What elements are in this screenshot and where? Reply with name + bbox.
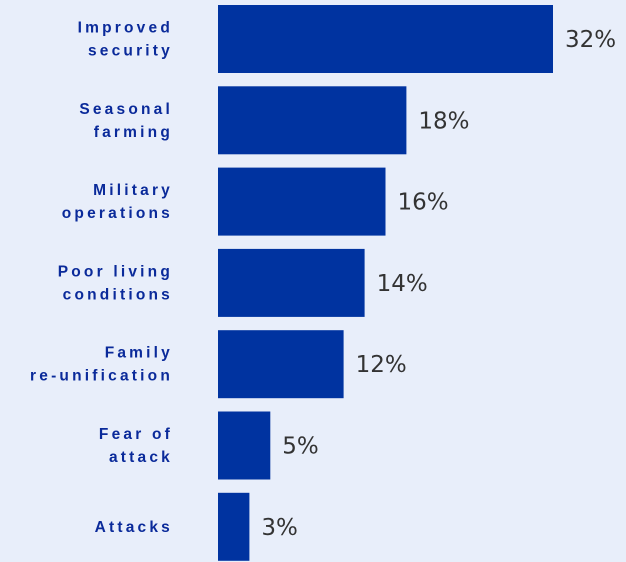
bar-2	[218, 167, 386, 236]
category-label-line: Poor living	[58, 263, 173, 280]
bar-1	[218, 86, 407, 155]
category-label-3: Poor living conditions	[58, 263, 173, 303]
category-label-line: Attacks	[95, 519, 173, 536]
category-label-line: security	[88, 43, 173, 60]
category-label-line: attack	[109, 449, 173, 466]
category-label-line: farming	[94, 124, 173, 141]
value-label-6: 3%	[261, 515, 298, 541]
bar-5	[218, 411, 271, 480]
bar-3	[218, 248, 365, 317]
category-label-6: Attacks	[95, 519, 173, 536]
bar-6	[218, 492, 250, 561]
value-label-2: 16%	[398, 190, 449, 216]
value-label-1: 18%	[418, 108, 469, 134]
category-label-line: Fear of	[99, 426, 173, 443]
category-label-2: Military operations	[62, 182, 173, 222]
value-label-0: 32%	[565, 27, 616, 53]
value-label-5: 5%	[282, 434, 319, 460]
category-label-line: Family	[105, 345, 173, 362]
bar-4	[218, 330, 344, 399]
category-label-line: Seasonal	[79, 101, 173, 118]
category-label-line: re-unification	[30, 368, 173, 385]
category-label-line: Improved	[78, 20, 173, 37]
category-label-line: conditions	[63, 286, 173, 303]
value-label-3: 14%	[377, 271, 428, 297]
category-label-0: Improved security	[78, 20, 173, 60]
category-label-5: Fear of attack	[99, 426, 173, 466]
value-label-4: 12%	[356, 352, 407, 378]
category-label-line: Military	[93, 182, 173, 199]
category-label-4: Family re-unification	[30, 345, 173, 385]
category-label-1: Seasonal farming	[79, 101, 173, 141]
bar-0	[218, 5, 553, 73]
category-label-line: operations	[62, 205, 173, 222]
